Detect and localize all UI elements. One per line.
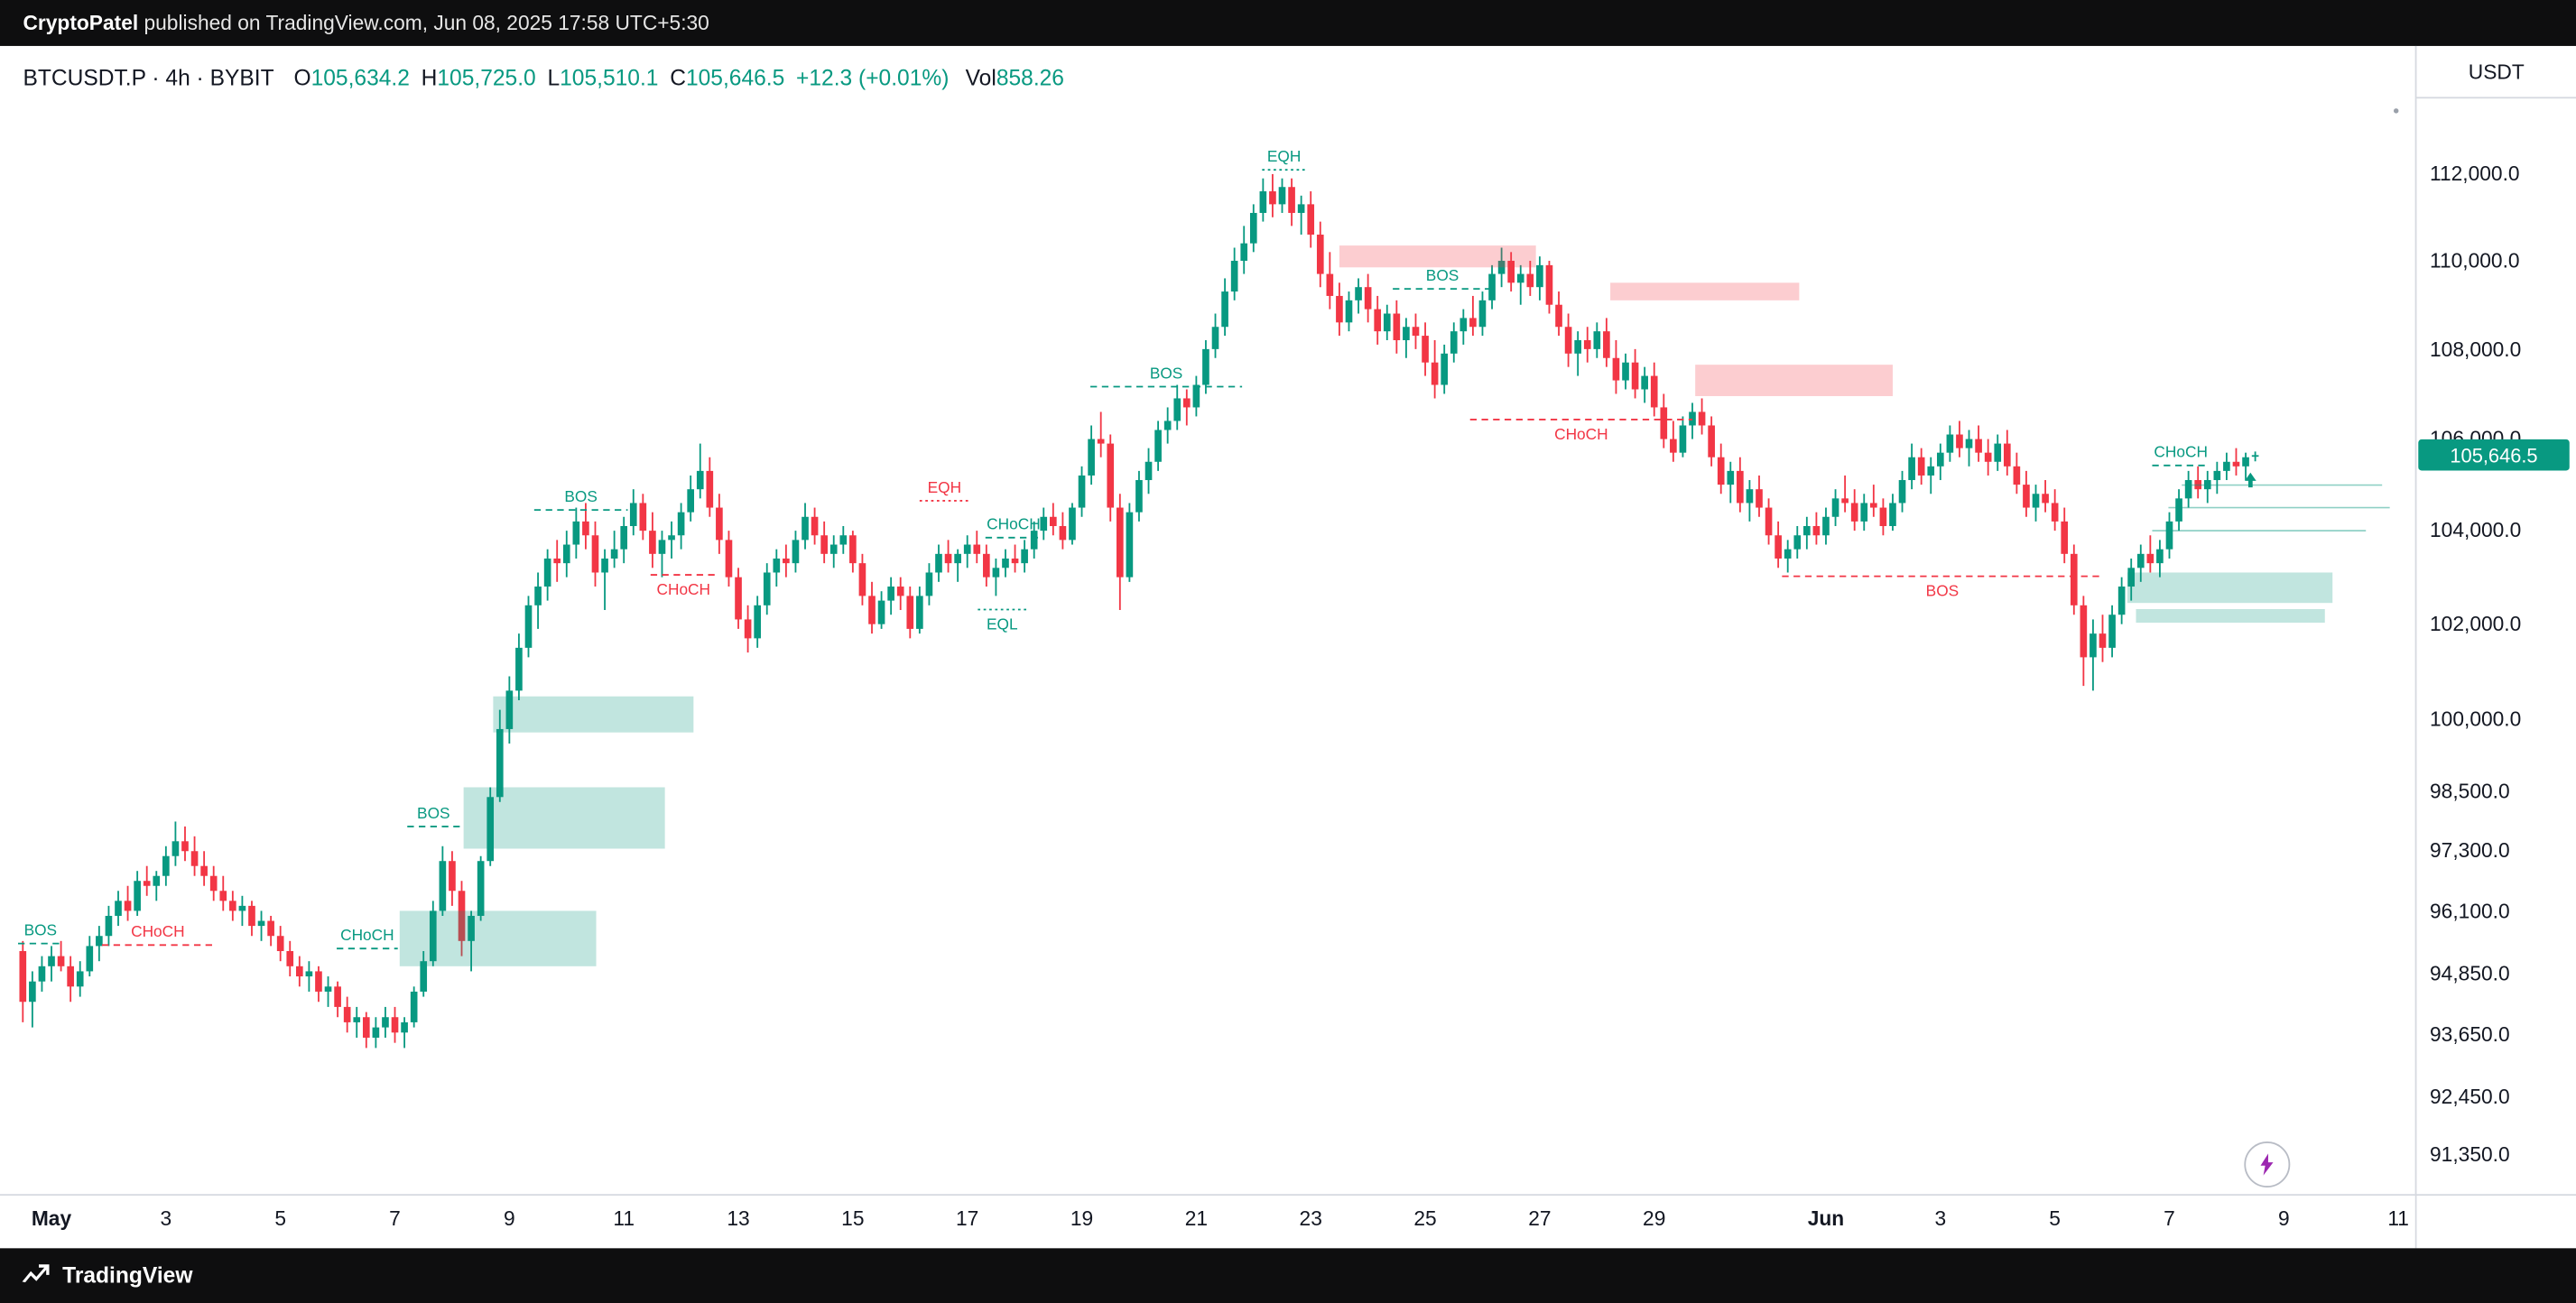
choch-label: CHoCH	[131, 922, 185, 940]
axis-divider	[0, 1194, 2576, 1197]
candlestick-plot[interactable]: BOS CHoCH CHoCH BOS BOS CHoCH EQH CHoCH EQL BOS EQ…	[0, 46, 2415, 1194]
bos-label: BOS	[1426, 266, 1459, 284]
price-axis-label: 100,000.0	[2430, 707, 2522, 732]
time-axis-label: 21	[1184, 1206, 1209, 1231]
close-label: C	[670, 65, 686, 91]
time-axis-label: 23	[1299, 1206, 1322, 1231]
volume-label: Vol	[965, 65, 996, 91]
price-axis-label: 91,350.0	[2430, 1142, 2510, 1167]
time-axis-label: 13	[727, 1206, 750, 1231]
close-value: 105,646.5	[685, 65, 785, 91]
choch-label: CHoCH	[340, 926, 394, 944]
choch-label: CHoCH	[2154, 443, 2208, 461]
time-axis-label: 3	[1934, 1206, 1947, 1231]
choch-label: CHoCH	[1554, 425, 1608, 443]
price-axis-label: 94,850.0	[2430, 962, 2510, 985]
eql-label: EQL	[987, 615, 1018, 633]
boost-button[interactable]	[2244, 1141, 2291, 1187]
buy-arrow-icon	[2244, 472, 2256, 488]
time-axis-label: 19	[1070, 1206, 1094, 1231]
choch-label: CHoCH	[987, 515, 1041, 533]
chart-canvas[interactable]: BOS CHoCH CHoCH BOS BOS CHoCH EQH CHoCH EQL BOS EQ…	[0, 45, 2415, 1195]
time-axis-label: 29	[1643, 1206, 1666, 1231]
price-axis[interactable]: USDT 112,000.0110,000.0108,000.0106,000.…	[2414, 45, 2576, 1249]
price-axis-label: 110,000.0	[2430, 249, 2520, 273]
time-axis-label: 3	[160, 1206, 172, 1231]
price-axis-label: 92,450.0	[2430, 1086, 2510, 1109]
symbol-title: BTCUSDT.P · 4h · BYBIT	[23, 65, 274, 91]
last-price-badge: 105,646.5	[2418, 439, 2570, 471]
price-axis-label: 108,000.0	[2430, 337, 2522, 361]
time-axis-label: 7	[2164, 1206, 2175, 1231]
tradingview-wordmark[interactable]: TradingView	[62, 1263, 193, 1289]
time-axis-label: 9	[2277, 1206, 2290, 1231]
time-axis-label: 5	[274, 1206, 287, 1231]
price-axis-label: 102,000.0	[2430, 612, 2522, 636]
bos-label: BOS	[1150, 364, 1183, 382]
bos-label: BOS	[564, 487, 598, 505]
currency-box: USDT	[2416, 46, 2576, 99]
time-axis-label: 9	[504, 1206, 515, 1231]
bos-label: BOS	[24, 921, 58, 939]
open-label: O	[293, 65, 311, 91]
time-axis-label: 5	[2049, 1206, 2061, 1231]
high-value: 105,725.0	[437, 65, 536, 91]
change-value: +12.3 (+0.01%)	[796, 65, 950, 91]
time-axis-label: 11	[613, 1206, 635, 1231]
time-axis-label: 11	[2387, 1206, 2409, 1231]
low-label: L	[547, 65, 561, 91]
low-value: 105,510.1	[560, 65, 659, 91]
lightning-bolt-icon	[2260, 1153, 2274, 1176]
time-axis-label: May	[31, 1206, 72, 1231]
more-dot	[2393, 108, 2399, 114]
high-label: H	[421, 65, 438, 91]
price-axis-label: 98,500.0	[2430, 781, 2510, 804]
time-axis[interactable]: May 3 5 7 9 11 13 15 17 19 21 23 25 27 29 Jun 3 5 7 9 11	[0, 1196, 2415, 1249]
publish-text: CryptoPatel published on TradingView.com…	[23, 12, 709, 34]
time-axis-label: Jun	[1807, 1206, 1845, 1231]
publish-details: published on TradingView.com, Jun 08, 20…	[138, 11, 709, 35]
time-axis-label: 15	[841, 1206, 865, 1231]
price-axis-label: 93,650.0	[2430, 1023, 2510, 1047]
time-axis-label: 17	[956, 1206, 979, 1231]
time-axis-label: 7	[389, 1206, 401, 1231]
price-axis-label: 96,100.0	[2430, 899, 2510, 923]
publisher-name: CryptoPatel	[23, 11, 139, 35]
price-axis-label: 112,000.0	[2430, 162, 2520, 186]
symbol-legend: BTCUSDT.P · 4h · BYBIT O 105,634.2 H 105,7…	[23, 66, 1064, 90]
volume-value: 858.26	[996, 65, 1064, 91]
currency-label: USDT	[2468, 60, 2525, 83]
bos-label: BOS	[417, 804, 450, 822]
bos-label: BOS	[1926, 581, 1960, 599]
eqh-label: EQH	[928, 478, 961, 496]
publish-bar: CryptoPatel published on TradingView.com…	[0, 0, 2576, 46]
eqh-label: EQH	[1267, 147, 1301, 165]
time-axis-label: 27	[1528, 1206, 1552, 1231]
footer-bar: TradingView	[0, 1248, 2576, 1303]
price-axis-label: 104,000.0	[2430, 519, 2522, 542]
tradingview-logo-icon[interactable]	[20, 1261, 50, 1290]
open-value: 105,634.2	[310, 65, 410, 91]
choch-label: CHoCH	[656, 580, 710, 598]
time-axis-label: 25	[1413, 1206, 1437, 1231]
price-axis-label: 97,300.0	[2430, 839, 2510, 863]
